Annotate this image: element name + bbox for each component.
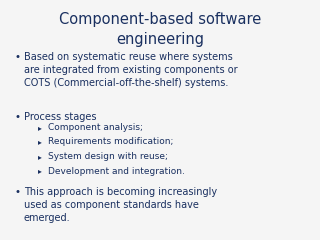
Text: ▸: ▸ <box>38 138 42 146</box>
Text: Process stages: Process stages <box>24 112 97 122</box>
Text: Component-based software
engineering: Component-based software engineering <box>59 12 261 47</box>
Text: Based on systematic reuse where systems
are integrated from existing components : Based on systematic reuse where systems … <box>24 52 238 88</box>
Text: System design with reuse;: System design with reuse; <box>48 152 168 161</box>
Text: •: • <box>14 187 20 197</box>
Text: This approach is becoming increasingly
used as component standards have
emerged.: This approach is becoming increasingly u… <box>24 187 217 223</box>
Text: Requirements modification;: Requirements modification; <box>48 138 173 146</box>
Text: Component analysis;: Component analysis; <box>48 123 143 132</box>
Text: ▸: ▸ <box>38 123 42 132</box>
Text: ▸: ▸ <box>38 152 42 161</box>
Text: •: • <box>14 52 20 62</box>
Text: Development and integration.: Development and integration. <box>48 167 185 175</box>
Text: ▸: ▸ <box>38 167 42 175</box>
Text: •: • <box>14 112 20 122</box>
